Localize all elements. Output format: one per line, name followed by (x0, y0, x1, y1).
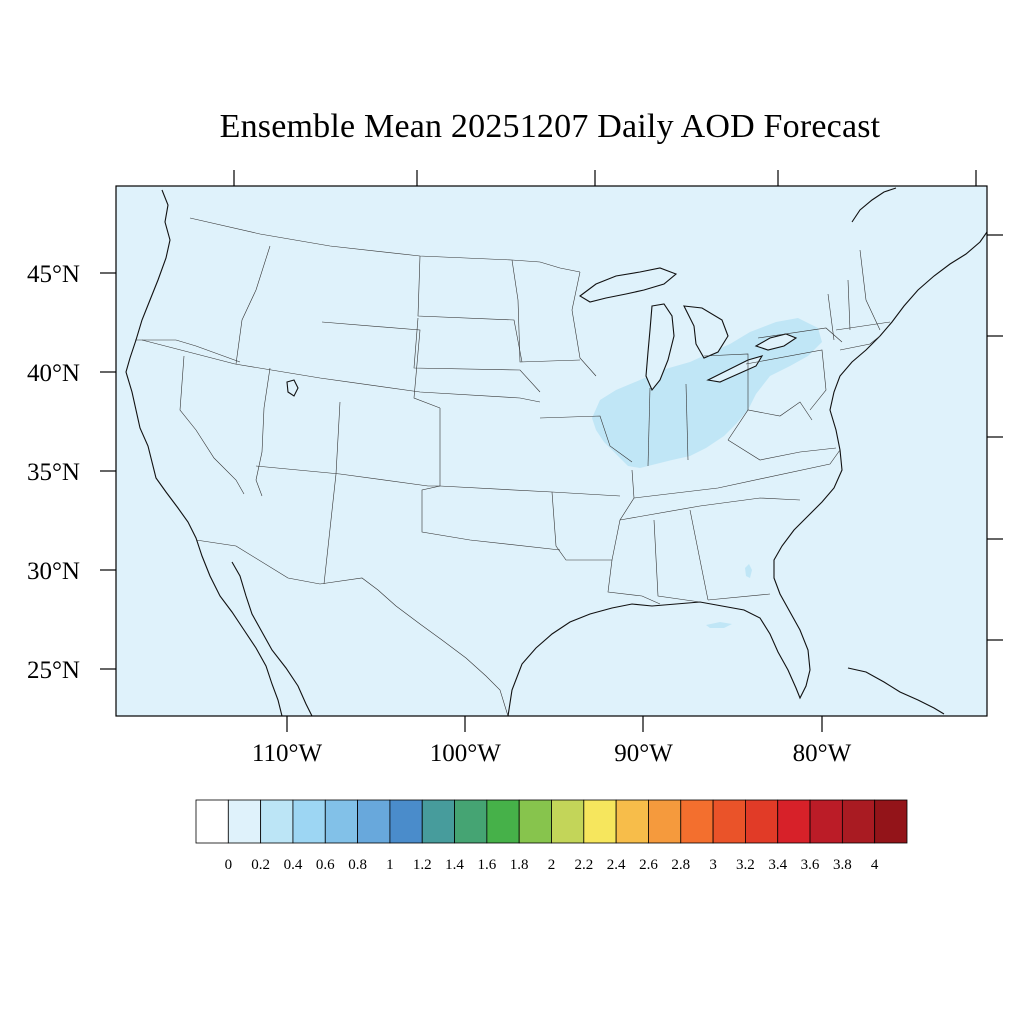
colorbar-swatch (551, 799, 585, 844)
state-boundaries (135, 245, 891, 605)
colorbar-tick-label: 3.8 (833, 857, 852, 873)
colorbar-swatch (324, 799, 358, 844)
colorbar-tick-label: 2.8 (671, 857, 690, 873)
colorbar-tick-label: 0.8 (348, 857, 367, 873)
colorbar-swatch (486, 799, 520, 844)
colorbar-swatch (712, 799, 746, 844)
colorbar-swatch (227, 799, 262, 844)
colorbar-swatch (195, 799, 229, 844)
lat-label: 45°N (27, 261, 80, 288)
map-panel (115, 185, 988, 717)
aod-plume-ohio-valley (592, 318, 822, 468)
great-salt-lake (286, 379, 299, 397)
map-title: Ensemble Mean 20251207 Daily AOD Forecas… (219, 108, 881, 145)
colorbar-swatch (648, 799, 682, 844)
baja-east-coast (231, 561, 313, 717)
lon-label: 90°W (614, 740, 673, 767)
colorbar-tick-label: 4 (871, 857, 879, 873)
lake-michigan (645, 303, 675, 392)
colorbar-swatch (777, 799, 811, 844)
colorbar-tick-label: 0.4 (284, 857, 303, 873)
colorbar-tick-label: 2.2 (574, 857, 593, 873)
colorbar-tick-label: 3.6 (801, 857, 820, 873)
lake-superior (579, 267, 678, 303)
colorbar-swatch (292, 799, 326, 844)
northeast-coast-detail (851, 187, 897, 223)
colorbar-tick-label: 2 (548, 857, 556, 873)
colorbar-tick-label: 3 (709, 857, 717, 873)
lon-label: 110°W (252, 740, 323, 767)
colorbar (195, 799, 908, 844)
colorbar-tick-label: 1.6 (477, 857, 496, 873)
canada-us-border (189, 217, 581, 273)
lat-label: 35°N (27, 459, 80, 486)
mexico-us-border (195, 539, 509, 717)
lon-label: 80°W (793, 740, 852, 767)
colorbar-swatch (454, 799, 488, 844)
colorbar-swatch (389, 799, 423, 844)
lake-erie (706, 355, 764, 383)
colorbar-tick-label: 1 (386, 857, 394, 873)
colorbar-swatch (260, 799, 294, 844)
colorbar-tick-label: 0.2 (251, 857, 270, 873)
colorbar-swatch (809, 799, 843, 844)
cuba-island (847, 667, 945, 715)
lat-label: 30°N (27, 558, 80, 585)
lat-label: 25°N (27, 657, 80, 684)
colorbar-swatch (615, 799, 649, 844)
colorbar-swatch (745, 799, 779, 844)
colorbar-swatch (518, 799, 552, 844)
aod-spot-gulf (706, 622, 732, 628)
colorbar-tick-label: 0 (225, 857, 233, 873)
colorbar-tick-label: 3.2 (736, 857, 755, 873)
colorbar-swatch (421, 799, 455, 844)
colorbar-tick-label: 1.4 (445, 857, 464, 873)
colorbar-tick-label: 3.4 (768, 857, 787, 873)
west-coastline (125, 189, 283, 717)
lon-label: 100°W (430, 740, 501, 767)
map-ticks (100, 170, 1003, 732)
longitude-labels: 110°W 100°W 90°W 80°W (252, 740, 852, 767)
latitude-labels: 45°N 40°N 35°N 30°N 25°N (27, 261, 80, 684)
colorbar-swatch (583, 799, 617, 844)
colorbar-swatch (680, 799, 714, 844)
colorbar-tick-label: 1.8 (510, 857, 529, 873)
colorbar-tick-label: 1.2 (413, 857, 432, 873)
colorbar-swatch (841, 799, 876, 844)
colorbar-labels: 0 0.2 0.4 0.6 0.8 1 1.2 1.4 1.6 1.8 2 2.2 2.4 2.6 2.8 3… (225, 857, 879, 873)
colorbar-tick-label: 0.6 (316, 857, 335, 873)
colorbar-tick-label: 2.4 (607, 857, 626, 873)
lake-huron (683, 305, 729, 359)
colorbar-swatch (874, 799, 908, 844)
lat-label: 40°N (27, 360, 80, 387)
colorbar-tick-label: 2.6 (639, 857, 658, 873)
aod-spot-georgia (745, 564, 752, 578)
lake-ontario (754, 333, 798, 351)
colorbar-swatch (357, 799, 391, 844)
gulf-coastline (507, 231, 988, 717)
map-border (115, 185, 988, 717)
